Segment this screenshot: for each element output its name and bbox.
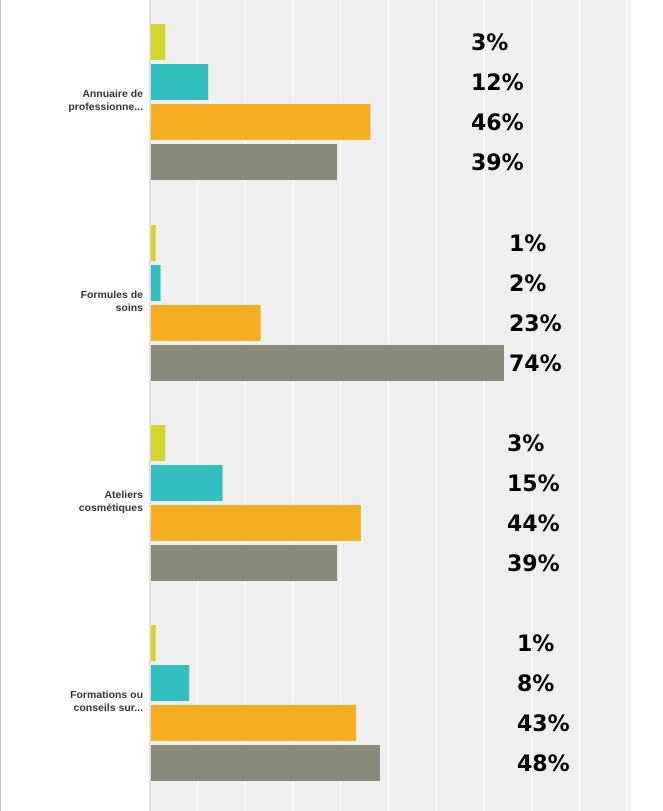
bar [151,104,371,140]
data-label: 44% [507,512,560,537]
data-label: 3% [471,31,508,56]
category-group: 1% 8% 43% 48% Formations ou conseils sur... [70,625,570,781]
category-label-line: cosmétiques [79,502,143,514]
bar [151,64,209,100]
category-label: Annuaire de professionne... [68,88,143,113]
bar [151,144,338,180]
data-label: 1% [509,232,546,257]
category-label-line: Formules de [81,289,144,301]
data-label: 74% [509,352,562,377]
data-label: 23% [509,312,562,337]
data-label: 48% [517,752,570,777]
category-group: 3% 15% 44% 39% Ateliers cosmétiques [79,425,560,581]
data-label: 3% [507,432,544,457]
category-label: Formations ou conseils sur... [70,689,143,714]
category-label-line: Formations ou [70,689,143,701]
data-label: 43% [517,712,570,737]
data-label: 12% [471,71,524,96]
category-group: 3% 12% 46% 39% Annuaire de professionne... [68,24,524,180]
data-label: 15% [507,472,560,497]
bar [151,705,357,741]
category-label: Ateliers cosmétiques [79,489,143,514]
bar [151,225,156,261]
data-label: 39% [471,151,524,176]
category-group: 1% 2% 23% 74% Formules de soins [81,225,562,381]
data-label: 46% [471,111,524,136]
category-label-line: Annuaire de [82,88,143,100]
bar [151,505,361,541]
bar [151,545,338,581]
category-label: Formules de soins [81,289,144,314]
data-label: 8% [517,672,554,697]
category-label-line: soins [116,302,144,314]
bar [151,425,166,461]
bar [151,465,223,501]
category-label-line: professionne... [68,101,143,113]
bar [151,625,156,661]
bar [151,24,166,60]
category-label-line: Ateliers [104,489,143,501]
data-label: 1% [517,632,554,657]
bar [151,345,504,381]
bar [151,265,161,301]
category-label-line: conseils sur... [74,702,144,714]
bar [151,665,190,701]
data-label: 39% [507,552,560,577]
bar [151,745,380,781]
bar [151,305,261,341]
data-label: 2% [509,272,546,297]
